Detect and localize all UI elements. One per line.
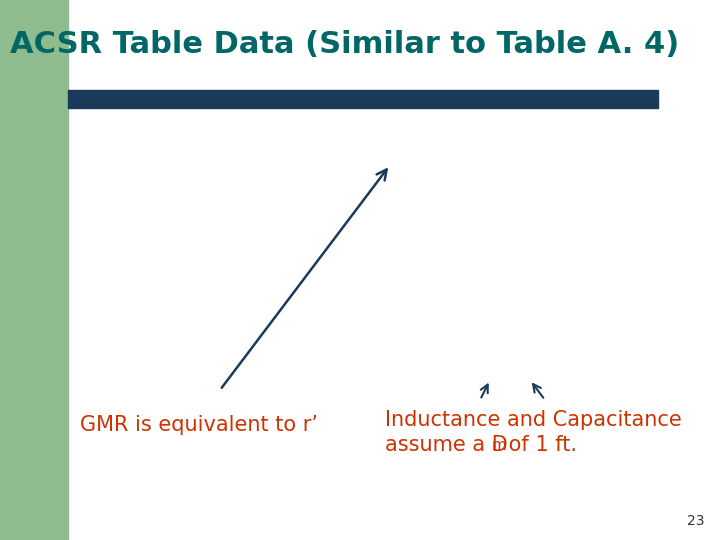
Text: assume a D: assume a D	[385, 435, 508, 455]
Text: Inductance and Capacitance: Inductance and Capacitance	[385, 410, 682, 430]
Text: GMR is equivalent to r’: GMR is equivalent to r’	[80, 415, 318, 435]
Text: of 1 ft.: of 1 ft.	[502, 435, 577, 455]
Text: m: m	[492, 438, 507, 453]
Text: 23: 23	[688, 514, 705, 528]
Text: ACSR Table Data (Similar to Table A. 4): ACSR Table Data (Similar to Table A. 4)	[10, 30, 679, 59]
Bar	[0, 0, 68, 540]
Bar	[68, 90, 658, 108]
